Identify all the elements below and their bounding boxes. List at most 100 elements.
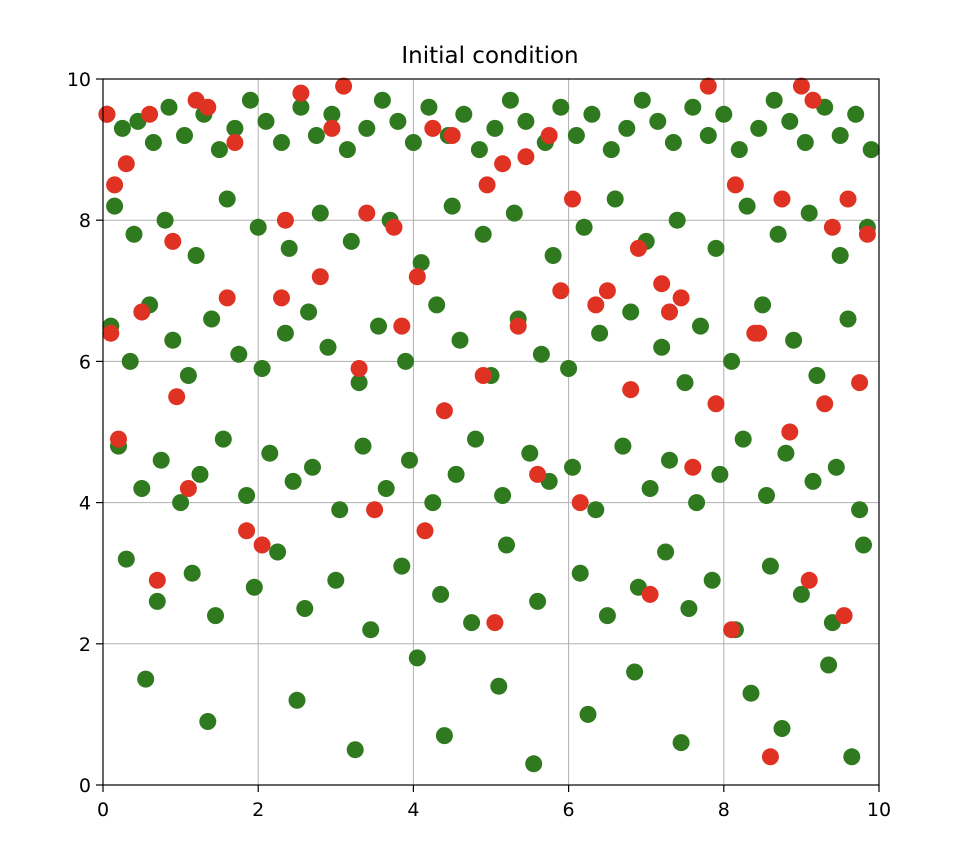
red-point	[529, 465, 547, 483]
green-point	[521, 444, 539, 462]
green-point	[257, 112, 275, 130]
green-point	[501, 91, 519, 109]
green-point	[664, 134, 682, 151]
x-tick-label: 10	[867, 799, 891, 821]
x-tick-label: 4	[407, 799, 419, 821]
red-point	[540, 127, 558, 144]
green-point	[587, 501, 605, 519]
red-point	[238, 522, 256, 540]
green-point	[269, 543, 287, 561]
green-point	[241, 91, 259, 109]
green-point	[451, 331, 469, 349]
red-point	[133, 303, 151, 321]
green-point	[331, 501, 349, 519]
green-point	[125, 225, 143, 243]
green-point	[199, 713, 217, 730]
green-point	[218, 190, 236, 208]
green-point	[203, 310, 221, 328]
green-point	[653, 338, 671, 356]
green-point	[261, 444, 279, 462]
green-point	[552, 98, 570, 116]
red-point	[800, 571, 818, 589]
green-point	[280, 239, 298, 257]
green-point	[564, 458, 581, 476]
red-point	[746, 324, 764, 342]
green-point	[618, 119, 636, 137]
red-point	[622, 381, 640, 399]
green-point	[575, 218, 593, 236]
green-point	[661, 451, 678, 469]
green-point	[649, 112, 667, 130]
red-point	[350, 360, 368, 377]
green-point	[614, 437, 632, 455]
green-point	[699, 127, 717, 144]
red-point	[141, 105, 159, 123]
green-point	[680, 600, 698, 617]
green-point	[401, 451, 418, 469]
red-point	[598, 282, 616, 300]
red-point	[408, 268, 426, 286]
green-point	[404, 134, 422, 151]
green-point	[567, 127, 585, 144]
green-point	[284, 472, 302, 490]
green-point	[117, 550, 135, 568]
green-point	[851, 501, 869, 519]
green-point	[467, 430, 484, 448]
red-point	[517, 148, 535, 166]
green-point	[750, 119, 768, 137]
plot-points	[98, 77, 880, 773]
green-point	[474, 225, 492, 243]
red-point	[571, 494, 589, 512]
green-point	[602, 141, 620, 159]
green-point	[249, 218, 267, 236]
green-point	[843, 748, 861, 766]
red-point	[276, 211, 294, 229]
green-point	[800, 204, 818, 222]
red-point	[478, 176, 496, 194]
green-point	[579, 705, 597, 723]
green-point	[160, 98, 178, 116]
green-point	[447, 465, 465, 483]
green-point	[121, 352, 139, 370]
green-point	[354, 437, 372, 455]
red-point	[358, 204, 376, 222]
green-point	[300, 303, 318, 321]
red-point	[323, 119, 341, 137]
green-point	[137, 670, 155, 688]
green-point	[758, 487, 775, 504]
green-point	[358, 119, 376, 137]
y-tick-label: 4	[79, 493, 91, 515]
green-point	[245, 578, 263, 596]
x-tick-label: 6	[563, 799, 575, 821]
green-point	[393, 557, 411, 575]
red-point	[661, 303, 678, 321]
green-point	[692, 317, 709, 335]
y-axis: 0 2 4 6 8 10	[67, 69, 103, 797]
green-point	[525, 755, 543, 773]
green-point	[742, 684, 760, 702]
green-point	[424, 494, 442, 512]
green-point	[397, 352, 415, 370]
green-point	[730, 141, 748, 159]
green-point	[327, 571, 345, 589]
green-point	[688, 494, 706, 512]
green-point	[505, 204, 523, 222]
green-point	[377, 480, 395, 497]
red-point	[672, 289, 690, 307]
green-point	[187, 247, 205, 264]
red-point	[335, 77, 353, 95]
red-point	[148, 571, 166, 589]
green-point	[494, 487, 512, 504]
green-point	[307, 127, 325, 144]
red-point	[273, 289, 290, 307]
x-tick-label: 0	[97, 799, 109, 821]
green-point	[831, 247, 849, 264]
red-point	[98, 105, 116, 123]
green-point	[412, 254, 430, 272]
green-point	[113, 119, 131, 137]
green-point	[296, 600, 314, 617]
green-point	[773, 720, 791, 737]
red-point	[823, 218, 841, 236]
green-point	[179, 367, 197, 384]
